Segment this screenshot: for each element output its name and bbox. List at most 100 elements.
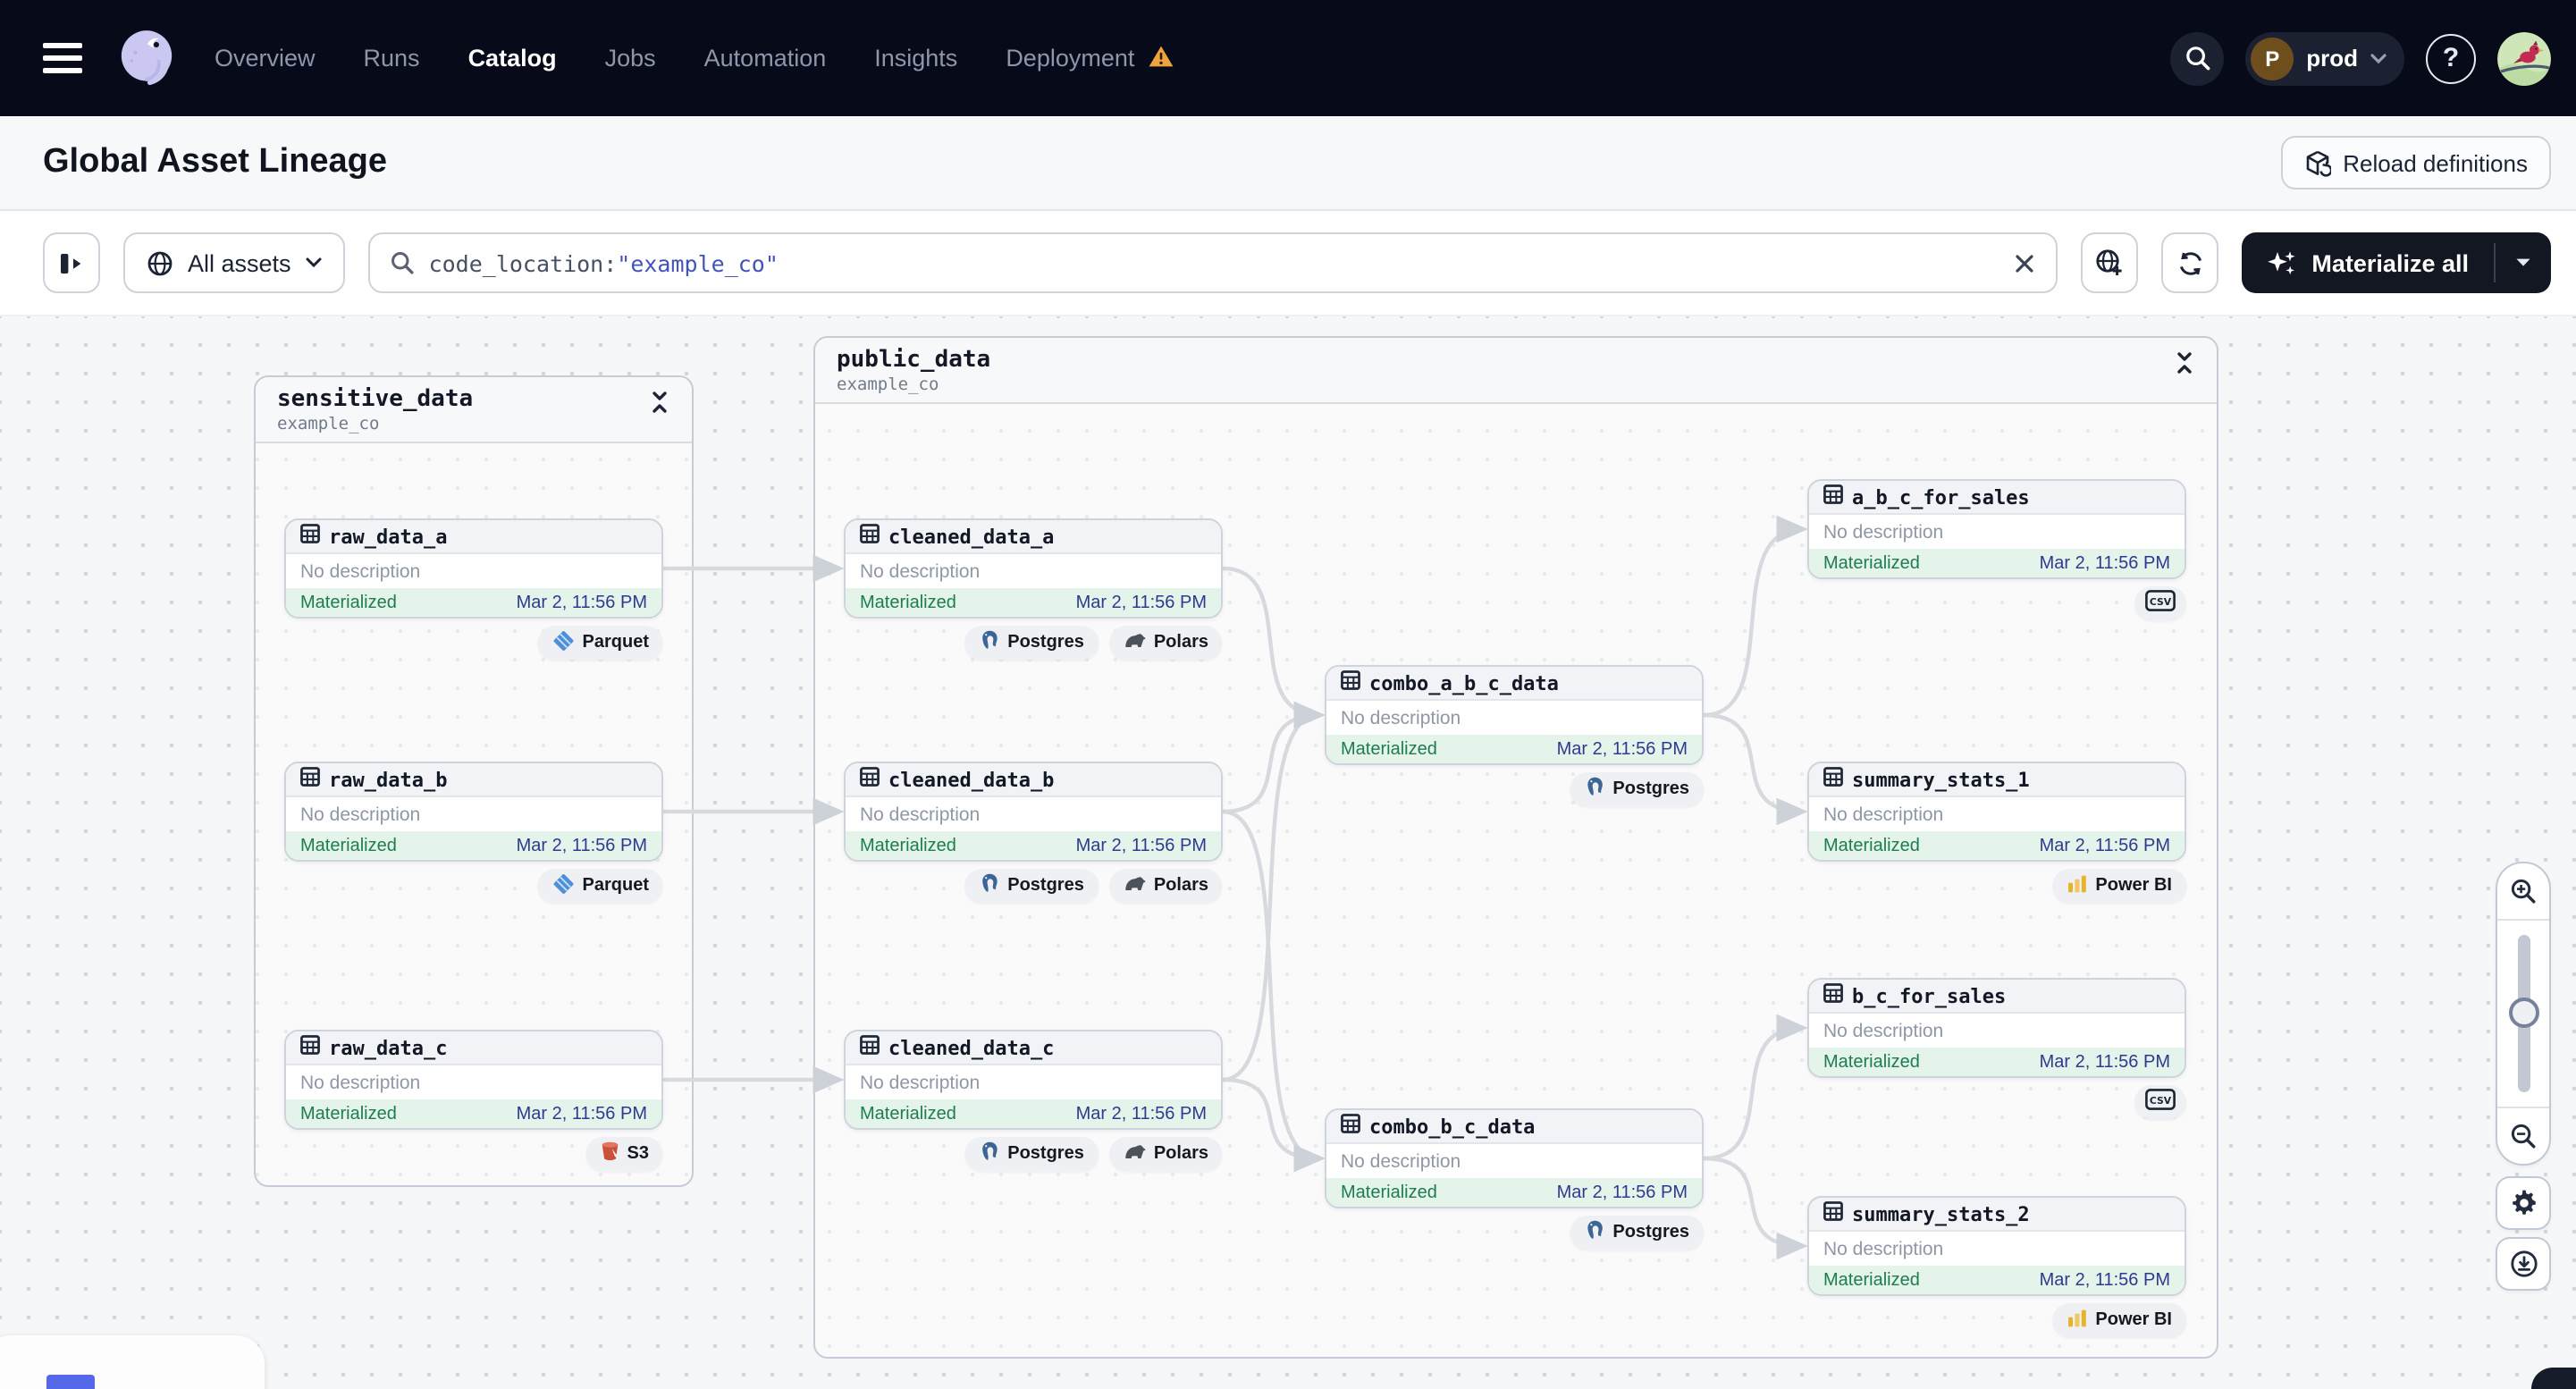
refresh-button[interactable] — [2161, 232, 2219, 293]
user-avatar[interactable] — [2497, 31, 2551, 85]
materialization-timestamp[interactable]: Mar 2, 11:56 PM — [2039, 553, 2170, 573]
asset-node-a_b_c_for_sales[interactable]: a_b_c_for_sales No description Materiali… — [1807, 479, 2186, 579]
asset-status-row: Materialized Mar 2, 11:56 PM — [846, 588, 1221, 617]
asset-node-combo_b_c_data[interactable]: combo_b_c_data No description Materializ… — [1325, 1108, 1704, 1208]
tag-csv[interactable]: CSV — [2134, 586, 2186, 620]
materialization-timestamp[interactable]: Mar 2, 11:56 PM — [1075, 1104, 1207, 1124]
table-icon — [1823, 1198, 1843, 1230]
download-image-button[interactable] — [2496, 1237, 2551, 1291]
tag-parquet[interactable]: Parquet — [537, 626, 663, 660]
tag-csv[interactable]: CSV — [2134, 1085, 2186, 1119]
asset-status-row: Materialized Mar 2, 11:56 PM — [1326, 735, 1702, 763]
materialization-timestamp[interactable]: Mar 2, 11:56 PM — [516, 836, 647, 855]
nav-item-deployment[interactable]: Deployment — [1006, 44, 1174, 72]
view-lineage-graph-button[interactable] — [2081, 232, 2139, 293]
asset-description: No description — [846, 797, 1221, 831]
table-icon — [300, 1031, 320, 1064]
reload-cube-icon — [2305, 149, 2331, 176]
tag-polars[interactable]: Polars — [1108, 1137, 1223, 1171]
zoom-slider-thumb[interactable] — [2508, 998, 2538, 1028]
materialization-timestamp[interactable]: Mar 2, 11:56 PM — [2039, 1052, 2170, 1072]
search-icon — [391, 252, 414, 274]
nav-item-overview[interactable]: Overview — [215, 45, 316, 72]
globe-icon — [147, 250, 173, 275]
materialization-timestamp[interactable]: Mar 2, 11:56 PM — [1075, 836, 1207, 855]
asset-tags: Postgres Polars — [964, 626, 1223, 660]
tag-power-bi[interactable]: Power BI — [2052, 1303, 2186, 1337]
nav-item-label: Overview — [215, 45, 316, 72]
reload-definitions-button[interactable]: Reload definitions — [2280, 136, 2551, 189]
tag-postgres[interactable]: Postgres — [1570, 1216, 1704, 1250]
tag-polars[interactable]: Polars — [1108, 626, 1223, 660]
tag-postgres[interactable]: Postgres — [964, 626, 1099, 660]
materialize-all-button[interactable]: Materialize all — [2242, 232, 2551, 293]
status-badge: Materialized — [1823, 1270, 1920, 1290]
asset-node-header: raw_data_c — [286, 1031, 661, 1065]
search-icon[interactable] — [2170, 31, 2225, 85]
minimap-panel[interactable] — [0, 1335, 265, 1389]
asset-node-cleaned_data_a[interactable]: cleaned_data_a No description Materializ… — [844, 518, 1223, 619]
nav-item-catalog[interactable]: Catalog — [468, 45, 557, 72]
asset-node-raw_data_b[interactable]: raw_data_b No description Materialized M… — [284, 762, 663, 862]
lineage-canvas[interactable]: sensitive_data example_co public_data ex… — [0, 316, 2576, 1389]
deployment-switcher[interactable]: P prod — [2245, 31, 2404, 85]
asset-node-raw_data_a[interactable]: raw_data_a No description Materialized M… — [284, 518, 663, 619]
tag-s3[interactable]: S3 — [585, 1137, 663, 1171]
zoom-in-button[interactable] — [2497, 863, 2549, 921]
nav-item-runs[interactable]: Runs — [364, 45, 420, 72]
tag-label: Power BI — [2095, 876, 2172, 896]
asset-tags: Postgres — [1570, 1216, 1704, 1250]
nav-item-insights[interactable]: Insights — [874, 45, 957, 72]
asset-node-cleaned_data_b[interactable]: cleaned_data_b No description Materializ… — [844, 762, 1223, 862]
clear-search-icon[interactable] — [2013, 251, 2036, 274]
tag-postgres[interactable]: Postgres — [1570, 772, 1704, 806]
asset-description: No description — [1809, 1232, 2185, 1266]
tag-polars[interactable]: Polars — [1108, 869, 1223, 903]
tag-postgres[interactable]: Postgres — [964, 869, 1099, 903]
asset-search-input[interactable]: code_location:"example_co" — [367, 232, 2058, 293]
asset-node-cleaned_data_c[interactable]: cleaned_data_c No description Materializ… — [844, 1030, 1223, 1130]
materialization-timestamp[interactable]: Mar 2, 11:56 PM — [1556, 739, 1688, 759]
minimap-viewport[interactable] — [46, 1375, 95, 1389]
materialization-timestamp[interactable]: Mar 2, 11:56 PM — [2039, 1270, 2170, 1290]
asset-node-summary_stats_2[interactable]: summary_stats_2 No description Materiali… — [1807, 1196, 2186, 1296]
collapse-group-icon[interactable] — [649, 386, 670, 424]
nav-item-jobs[interactable]: Jobs — [605, 45, 656, 72]
open-sidebar-button[interactable] — [43, 232, 100, 293]
materialization-timestamp[interactable]: Mar 2, 11:56 PM — [1556, 1183, 1688, 1202]
tag-power-bi[interactable]: Power BI — [2052, 869, 2186, 903]
tag-parquet[interactable]: Parquet — [537, 869, 663, 903]
materialization-timestamp[interactable]: Mar 2, 11:56 PM — [516, 593, 647, 612]
tag-label: Postgres — [1007, 1144, 1084, 1164]
materialization-timestamp[interactable]: Mar 2, 11:56 PM — [2039, 836, 2170, 855]
table-icon — [300, 520, 320, 552]
asset-node-raw_data_c[interactable]: raw_data_c No description Materialized M… — [284, 1030, 663, 1130]
zoom-out-button[interactable] — [2497, 1107, 2549, 1164]
parquet-icon — [552, 628, 576, 657]
zoom-out-icon — [2511, 1124, 2536, 1149]
search-query-text: code_location:"example_co" — [428, 249, 779, 276]
dagster-logo-icon[interactable] — [111, 22, 182, 94]
tag-postgres[interactable]: Postgres — [964, 1137, 1099, 1171]
asset-node-b_c_for_sales[interactable]: b_c_for_sales No description Materialize… — [1807, 978, 2186, 1078]
help-icon[interactable]: ? — [2426, 33, 2476, 83]
table-icon — [1341, 1110, 1360, 1142]
asset-name: combo_a_b_c_data — [1369, 671, 1559, 694]
materialization-timestamp[interactable]: Mar 2, 11:56 PM — [516, 1104, 647, 1124]
materialize-all-main[interactable]: Materialize all — [2242, 232, 2494, 293]
asset-node-summary_stats_1[interactable]: summary_stats_1 No description Materiali… — [1807, 762, 2186, 862]
collapse-group-icon[interactable] — [2174, 347, 2195, 384]
asset-node-combo_a_b_c_data[interactable]: combo_a_b_c_data No description Material… — [1325, 665, 1704, 765]
graph-settings-button[interactable] — [2496, 1176, 2551, 1230]
nav-item-automation[interactable]: Automation — [704, 45, 827, 72]
menu-icon[interactable] — [43, 43, 82, 73]
asset-filter-dropdown[interactable]: All assets — [123, 232, 345, 293]
materialize-dropdown-toggle[interactable] — [2496, 232, 2551, 293]
status-badge: Materialized — [1823, 553, 1920, 573]
chevron-down-icon — [2516, 258, 2530, 266]
zoom-slider[interactable] — [2497, 921, 2549, 1107]
polars-icon — [1124, 631, 1147, 654]
materialization-timestamp[interactable]: Mar 2, 11:56 PM — [1075, 593, 1207, 612]
asset-node-header: cleaned_data_c — [846, 1031, 1221, 1065]
svg-text:CSV: CSV — [2150, 1095, 2172, 1107]
